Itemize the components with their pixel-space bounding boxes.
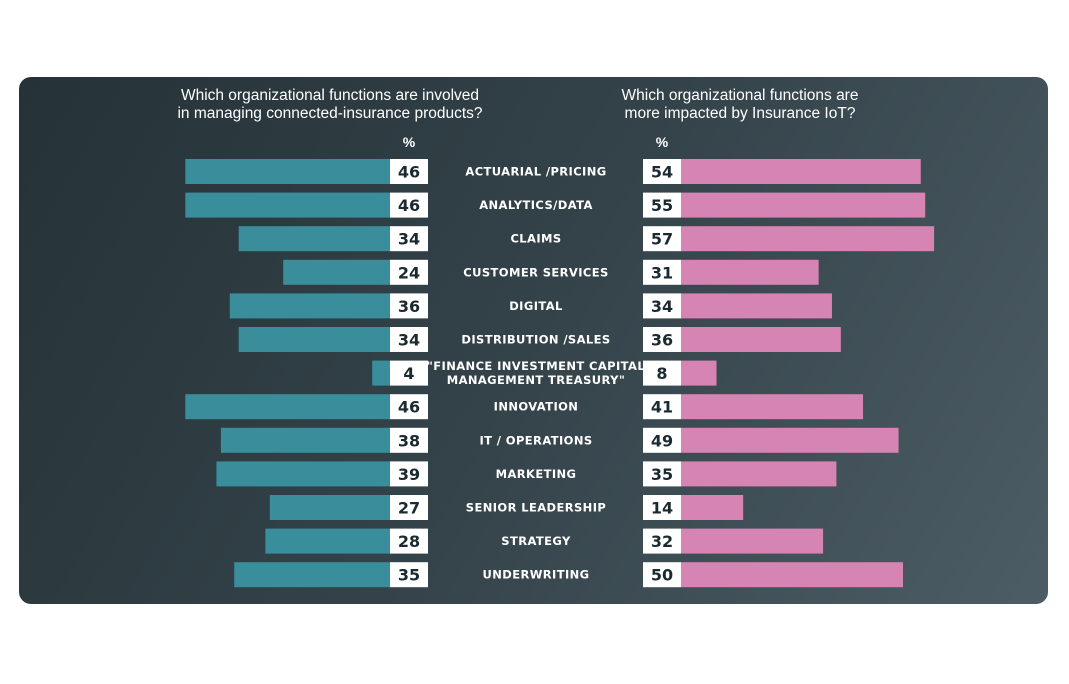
right-value-label: 50 <box>651 566 673 585</box>
left-bar <box>220 427 390 453</box>
category-label: ANALYTICS/DATA <box>479 198 593 212</box>
left-bar <box>372 360 390 386</box>
left-value-box <box>390 495 428 520</box>
right-value-box <box>643 461 681 487</box>
left-bar <box>185 394 390 420</box>
right-value-box <box>643 259 681 285</box>
right-value-label: 8 <box>656 364 667 383</box>
right-value-label: 32 <box>651 532 673 551</box>
right-value-label: 34 <box>651 297 673 316</box>
right-value-label: 36 <box>651 331 673 350</box>
right-bar <box>681 562 903 588</box>
left-value-label: 38 <box>398 431 420 450</box>
left-value-box <box>390 159 428 184</box>
left-bar <box>265 528 390 554</box>
right-bar <box>681 495 744 520</box>
left-value-box <box>390 327 428 352</box>
right-value-box <box>643 360 681 386</box>
right-value-label: 14 <box>651 499 673 518</box>
left-bar <box>238 226 390 252</box>
right-value-label: 54 <box>651 163 673 182</box>
category-label: UNDERWRITING <box>482 568 589 582</box>
category-label: STRATEGY <box>501 534 571 548</box>
left-bar <box>185 159 390 184</box>
left-bar <box>234 562 390 588</box>
right-value-label: 49 <box>651 431 673 450</box>
left-percent-header: % <box>402 134 416 150</box>
right-bar <box>681 427 899 453</box>
left-bar <box>216 461 390 487</box>
left-value-box <box>390 360 428 386</box>
left-value-label: 4 <box>403 364 414 383</box>
right-value-box <box>643 293 681 319</box>
right-bar <box>681 360 717 386</box>
right-value-box <box>643 562 681 588</box>
right-question-title: Which organizational functions are more … <box>621 87 859 122</box>
right-percent-header: % <box>655 134 669 150</box>
right-bar <box>681 461 837 487</box>
category-label: DIGITAL <box>509 299 563 313</box>
right-bar <box>681 192 926 218</box>
right-value-label: 35 <box>651 465 673 484</box>
right-bar <box>681 528 824 554</box>
left-value-box <box>390 528 428 554</box>
left-value-label: 39 <box>398 465 420 484</box>
left-value-label: 36 <box>398 297 420 316</box>
right-value-box <box>643 192 681 218</box>
category-label: IT / OPERATIONS <box>479 433 592 447</box>
category-label: CLAIMS <box>510 232 561 246</box>
right-value-label: 41 <box>651 398 673 417</box>
right-bar <box>681 394 864 420</box>
left-value-box <box>390 259 428 285</box>
left-value-box <box>390 427 428 453</box>
right-value-box <box>643 159 681 184</box>
left-value-label: 46 <box>398 163 420 182</box>
left-bar <box>283 259 390 285</box>
left-bar <box>229 293 390 319</box>
left-value-box <box>390 461 428 487</box>
right-value-box <box>643 427 681 453</box>
category-label: CUSTOMER SERVICES <box>463 265 608 279</box>
left-value-label: 35 <box>398 566 420 585</box>
left-value-label: 24 <box>398 263 420 282</box>
category-label: DISTRIBUTION /SALES <box>461 333 610 347</box>
right-bar <box>681 293 832 319</box>
right-value-box <box>643 226 681 252</box>
left-bar <box>185 192 390 218</box>
left-value-box <box>390 562 428 588</box>
left-question-title: Which organizational functions are invol… <box>177 87 483 122</box>
left-bar <box>238 327 390 352</box>
right-value-box <box>643 394 681 420</box>
left-value-label: 34 <box>398 331 420 350</box>
left-value-box <box>390 226 428 252</box>
category-label: MARKETING <box>496 467 577 481</box>
right-value-label: 55 <box>651 196 673 215</box>
category-label: SENIOR LEADERSHIP <box>466 501 606 515</box>
left-value-label: 46 <box>398 196 420 215</box>
right-value-label: 31 <box>651 263 673 282</box>
left-value-box <box>390 394 428 420</box>
right-value-box <box>643 327 681 352</box>
right-value-box <box>643 495 681 520</box>
left-value-label: 28 <box>398 532 420 551</box>
category-label: "FINANCE INVESTMENT CAPITAL MANAGEMENT TR… <box>427 359 645 387</box>
left-value-box <box>390 192 428 218</box>
left-bar <box>269 495 390 520</box>
right-bar <box>681 259 819 285</box>
category-label: ACTUARIAL /PRICING <box>465 165 606 179</box>
right-bar <box>681 159 921 184</box>
left-value-label: 27 <box>398 499 420 518</box>
right-bar <box>681 327 841 352</box>
right-value-box <box>643 528 681 554</box>
right-bar <box>681 226 935 252</box>
right-value-label: 57 <box>651 230 673 249</box>
category-label: INNOVATION <box>494 400 579 414</box>
left-value-box <box>390 293 428 319</box>
left-value-label: 46 <box>398 398 420 417</box>
left-value-label: 34 <box>398 230 420 249</box>
